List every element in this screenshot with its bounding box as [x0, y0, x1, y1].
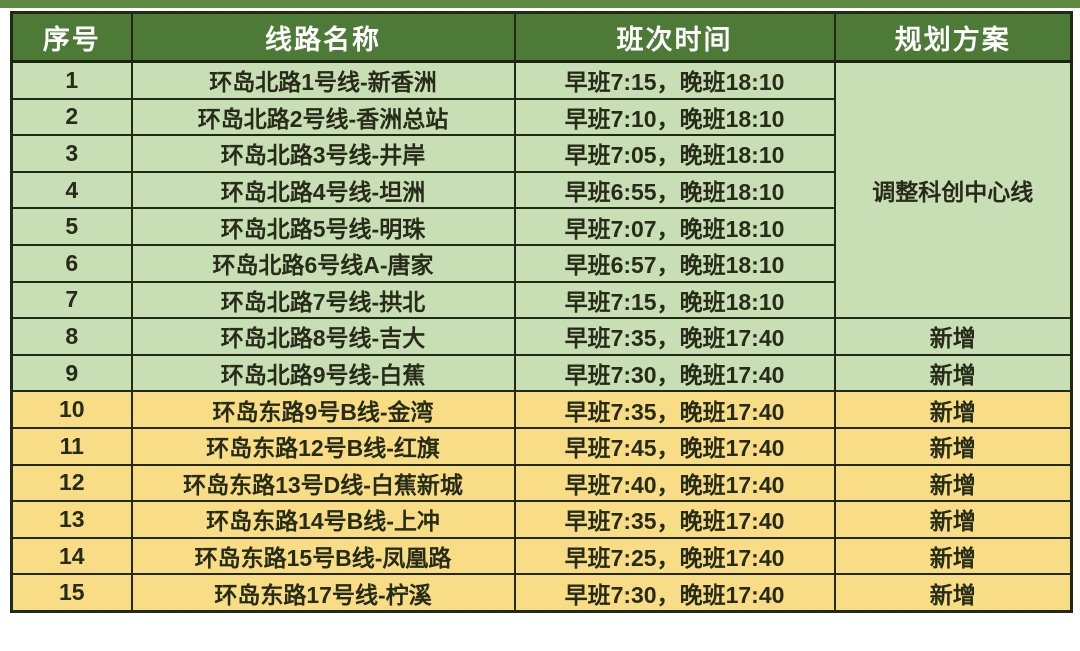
row-number-cell: 1 — [10, 60, 133, 100]
table-row: 11 环岛东路12号B线-红旗 早班7:45，晚班17:40 新增 — [10, 426, 1073, 466]
header-schedule-time: 班次时间 — [513, 11, 836, 63]
route-name-cell: 环岛北路1号线-新香洲 — [130, 60, 516, 100]
schedule-cell: 早班6:55，晚班18:10 — [513, 170, 836, 210]
row-number-cell: 15 — [10, 573, 133, 613]
schedule-cell: 早班7:45，晚班17:40 — [513, 426, 836, 466]
schedule-cell: 早班7:30，晚班17:40 — [513, 353, 836, 393]
row-number-cell: 3 — [10, 134, 133, 173]
route-name-cell: 环岛东路15号B线-凤凰路 — [130, 536, 516, 576]
row-number-cell: 4 — [10, 170, 133, 210]
schedule-cell: 早班7:35，晚班17:40 — [513, 390, 836, 429]
table-row: 3 环岛北路3号线-井岸 早班7:05，晚班18:10 — [10, 134, 1072, 173]
row-number-cell: 10 — [10, 390, 133, 429]
plan-cell: 新增 — [833, 536, 1073, 576]
row-number-cell: 2 — [10, 97, 133, 137]
row-number-cell: 9 — [10, 353, 133, 393]
table-row: 12 环岛东路13号D线-白蕉新城 早班7:40，晚班17:40 新增 — [10, 463, 1073, 503]
route-name-cell: 环岛北路6号线A-唐家 — [130, 243, 516, 283]
plan-cell: 新增 — [833, 463, 1073, 503]
header-planning-scheme: 规划方案 — [833, 11, 1073, 63]
table-row: 6 环岛北路6号线A-唐家 早班6:57，晚班18:10 — [10, 243, 1072, 283]
schedule-cell: 早班7:40，晚班17:40 — [513, 463, 836, 503]
route-name-cell: 环岛北路4号线-坦洲 — [130, 170, 516, 210]
row-number-cell: 12 — [10, 463, 133, 503]
table-row: 15 环岛东路17号线-柠溪 早班7:30，晚班17:40 新增 — [10, 573, 1073, 613]
route-name-cell: 环岛北路7号线-拱北 — [130, 280, 516, 320]
row-number-cell: 6 — [10, 243, 133, 283]
row-number-cell: 8 — [10, 317, 133, 356]
route-name-cell: 环岛北路3号线-井岸 — [130, 134, 516, 173]
bus-schedule-table: 序号 线路名称 班次时间 规划方案 1 环岛北路1号线-新香洲 早班7:15，晚… — [10, 11, 1073, 613]
route-name-cell: 环岛东路9号B线-金湾 — [130, 390, 516, 429]
table-row: 14 环岛东路15号B线-凤凰路 早班7:25，晚班17:40 新增 — [10, 536, 1073, 576]
schedule-cell: 早班7:07，晚班18:10 — [513, 207, 836, 246]
table-row: 5 环岛北路5号线-明珠 早班7:07，晚班18:10 — [10, 207, 1072, 246]
table-row: 13 环岛东路14号B线-上冲 早班7:35，晚班17:40 新增 — [10, 500, 1073, 539]
schedule-cell: 早班7:15，晚班18:10 — [513, 280, 836, 320]
row-number-cell: 5 — [10, 207, 133, 246]
route-name-cell: 环岛北路8号线-吉大 — [130, 317, 516, 356]
route-name-cell: 环岛北路9号线-白蕉 — [130, 353, 516, 393]
table-row: 7 环岛北路7号线-拱北 早班7:15，晚班18:10 — [10, 280, 1072, 320]
route-name-cell: 环岛东路12号B线-红旗 — [130, 426, 516, 466]
header-route-name: 线路名称 — [130, 11, 516, 63]
row-number-cell: 11 — [10, 426, 133, 466]
row-number-cell: 14 — [10, 536, 133, 576]
route-name-cell: 环岛北路2号线-香洲总站 — [130, 97, 516, 137]
route-name-cell: 环岛东路14号B线-上冲 — [130, 500, 516, 539]
route-name-cell: 环岛东路17号线-柠溪 — [130, 573, 516, 613]
table-row: 4 环岛北路4号线-坦洲 早班6:55，晚班18:10 — [10, 170, 1072, 210]
route-name-cell: 环岛东路13号D线-白蕉新城 — [130, 463, 516, 503]
table-row: 10 环岛东路9号B线-金湾 早班7:35，晚班17:40 新增 — [10, 390, 1073, 429]
schedule-cell: 早班7:30，晚班17:40 — [513, 573, 836, 613]
table-row: 8 环岛北路8号线-吉大 早班7:35，晚班17:40 新增 — [10, 317, 1073, 356]
table-row: 9 环岛北路9号线-白蕉 早班7:30，晚班17:40 新增 — [10, 353, 1073, 393]
row-number-cell: 7 — [10, 280, 133, 320]
route-name-cell: 环岛北路5号线-明珠 — [130, 207, 516, 246]
plan-cell: 新增 — [833, 500, 1073, 539]
header-row: 序号 线路名称 班次时间 规划方案 — [10, 11, 1073, 63]
schedule-cell: 早班7:15，晚班18:10 — [513, 60, 836, 100]
table-row: 1 环岛北路1号线-新香洲 早班7:15，晚班18:10 调整科创中心线 — [10, 60, 1073, 320]
plan-cell: 新增 — [833, 317, 1073, 356]
plan-cell: 新增 — [833, 573, 1073, 613]
schedule-cell: 早班7:35，晚班17:40 — [513, 317, 836, 356]
schedule-cell: 早班7:35，晚班17:40 — [513, 500, 836, 539]
row-number-cell: 13 — [10, 500, 133, 539]
plan-cell: 新增 — [833, 390, 1073, 429]
schedule-cell: 早班7:25，晚班17:40 — [513, 536, 836, 576]
table-row: 2 环岛北路2号线-香洲总站 早班7:10，晚班18:10 — [10, 97, 1072, 137]
schedule-cell: 早班7:10，晚班18:10 — [513, 97, 836, 137]
schedule-cell: 早班7:05，晚班18:10 — [513, 134, 836, 173]
schedule-cell: 早班6:57，晚班18:10 — [513, 243, 836, 283]
plan-merged-cell: 调整科创中心线 — [833, 60, 1073, 320]
header-serial-number: 序号 — [10, 11, 133, 63]
top-green-strip — [0, 0, 1080, 8]
plan-cell: 新增 — [833, 426, 1073, 466]
plan-cell: 新增 — [833, 353, 1073, 393]
